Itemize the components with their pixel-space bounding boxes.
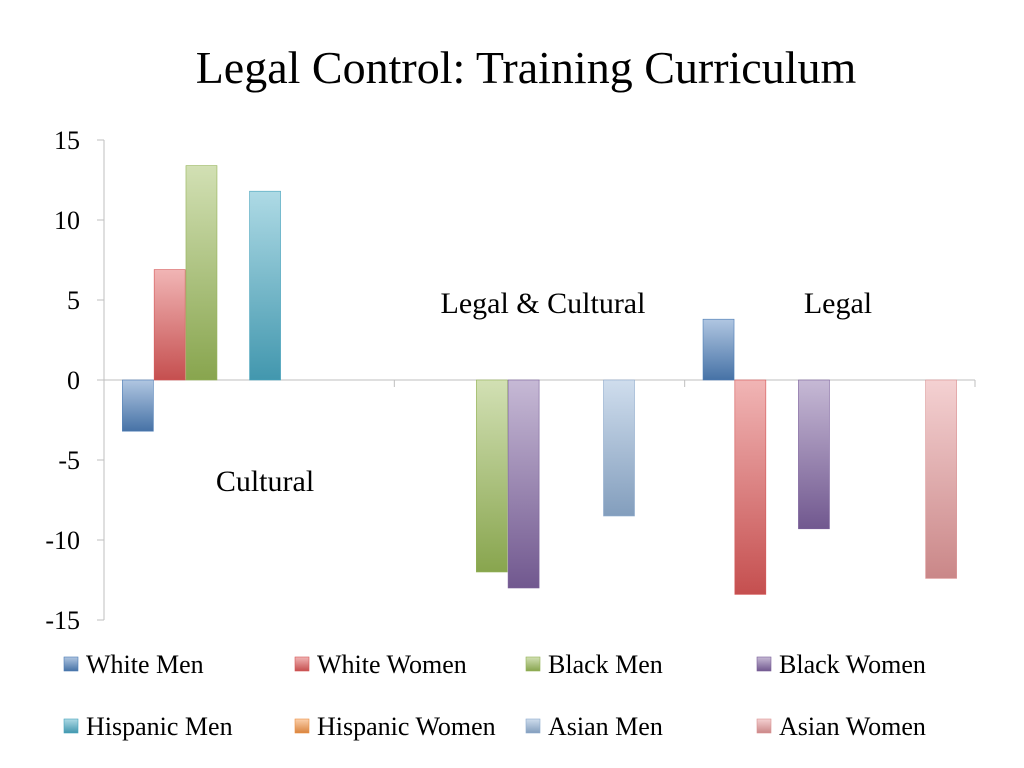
legend-swatch: [294, 718, 310, 734]
legend-swatch: [294, 656, 310, 672]
legend-swatch: [63, 656, 79, 672]
annotation-cultural: Cultural: [216, 465, 314, 498]
legend-item-asian-women: Asian Women: [756, 712, 926, 741]
bar-white-men-legal: [702, 318, 735, 381]
legend-label: Hispanic Women: [317, 712, 496, 741]
bar-white-women-legal: [734, 379, 767, 595]
y-tick-label: -15: [45, 606, 80, 635]
legend: White Men White Women Black Men Black Women…: [63, 650, 926, 741]
y-tick-label: -10: [45, 526, 80, 555]
y-tick-label: 5: [67, 286, 80, 315]
bar-black-men-legal-and-cultural: [475, 379, 508, 573]
bar-asian-men-legal-and-cultural: [603, 379, 635, 517]
legend-label: Black Men: [548, 650, 663, 679]
legend-item-hispanic-women: Hispanic Women: [294, 712, 496, 741]
y-tick-label: 10: [54, 206, 80, 235]
legend-label: Asian Women: [779, 712, 926, 741]
legend-item-hispanic-men: Hispanic Men: [63, 712, 233, 741]
chart-title: Legal Control: Training Curriculum: [196, 42, 857, 93]
annotation-legal-and-cultural: Legal & Cultural: [441, 287, 646, 320]
annotation-legal: Legal: [804, 287, 872, 320]
legend-swatch: [63, 718, 79, 734]
legend-item-white-women: White Women: [294, 650, 467, 679]
y-tick-label: -5: [58, 446, 80, 475]
legend-item-white-men: White Men: [63, 650, 204, 679]
legend-label: White Women: [317, 650, 467, 679]
axes: 15 10 5 0 -5 -10 -15: [45, 126, 976, 635]
legend-swatch: [756, 718, 772, 734]
legend-swatch: [525, 718, 541, 734]
legend-swatch: [756, 656, 772, 672]
legend-label: Black Women: [779, 650, 926, 679]
bar-hispanic-men-cultural: [249, 190, 281, 381]
legend-label: Hispanic Men: [86, 712, 233, 741]
legend-item-asian-men: Asian Men: [525, 712, 663, 741]
legend-swatch: [525, 656, 541, 672]
y-tick-label: 15: [54, 126, 80, 155]
bars: [122, 165, 957, 595]
annotations: Cultural Legal & Cultural Legal: [216, 287, 872, 498]
bar-black-women-legal: [798, 379, 830, 530]
bar-black-women-legal-and-cultural: [507, 379, 540, 589]
legend-label: Asian Men: [548, 712, 663, 741]
bar-white-women-cultural: [153, 269, 186, 381]
bar-black-men-cultural: [185, 165, 218, 381]
legend-item-black-women: Black Women: [756, 650, 926, 679]
y-tick-label: 0: [67, 366, 80, 395]
bar-asian-women-legal: [925, 379, 957, 579]
legend-item-black-men: Black Men: [525, 650, 663, 679]
legend-label: White Men: [86, 650, 204, 679]
bar-white-men-cultural: [122, 379, 154, 432]
